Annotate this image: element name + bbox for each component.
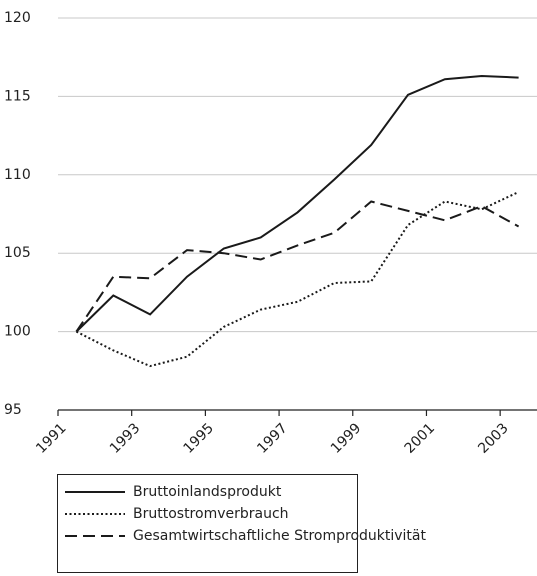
y-tick-label: 100 xyxy=(4,324,31,340)
legend-label: Bruttostromverbrauch xyxy=(133,506,289,522)
y-tick-label: 115 xyxy=(4,88,31,104)
series-line xyxy=(75,200,520,333)
x-tick-label: 2001 xyxy=(402,420,439,457)
y-tick-label: 105 xyxy=(4,245,31,261)
legend-box xyxy=(57,474,358,573)
x-tick-label: 1997 xyxy=(254,420,291,457)
x-tick-label: 2003 xyxy=(475,420,512,457)
series-line xyxy=(75,191,520,368)
y-tick-label: 95 xyxy=(4,402,22,418)
legend-label: Bruttoinlandsprodukt xyxy=(133,484,282,500)
y-tick-label: 120 xyxy=(4,10,31,26)
legend-label: Gesamtwirtschaftliche Stromproduktivität xyxy=(133,528,426,544)
y-tick-label: 110 xyxy=(4,167,31,183)
x-tick-label: 1995 xyxy=(181,420,218,457)
x-tick-label: 1993 xyxy=(107,420,144,457)
x-tick-label: 1991 xyxy=(33,420,70,457)
x-tick-label: 1999 xyxy=(328,420,365,457)
series-line xyxy=(75,74,519,333)
